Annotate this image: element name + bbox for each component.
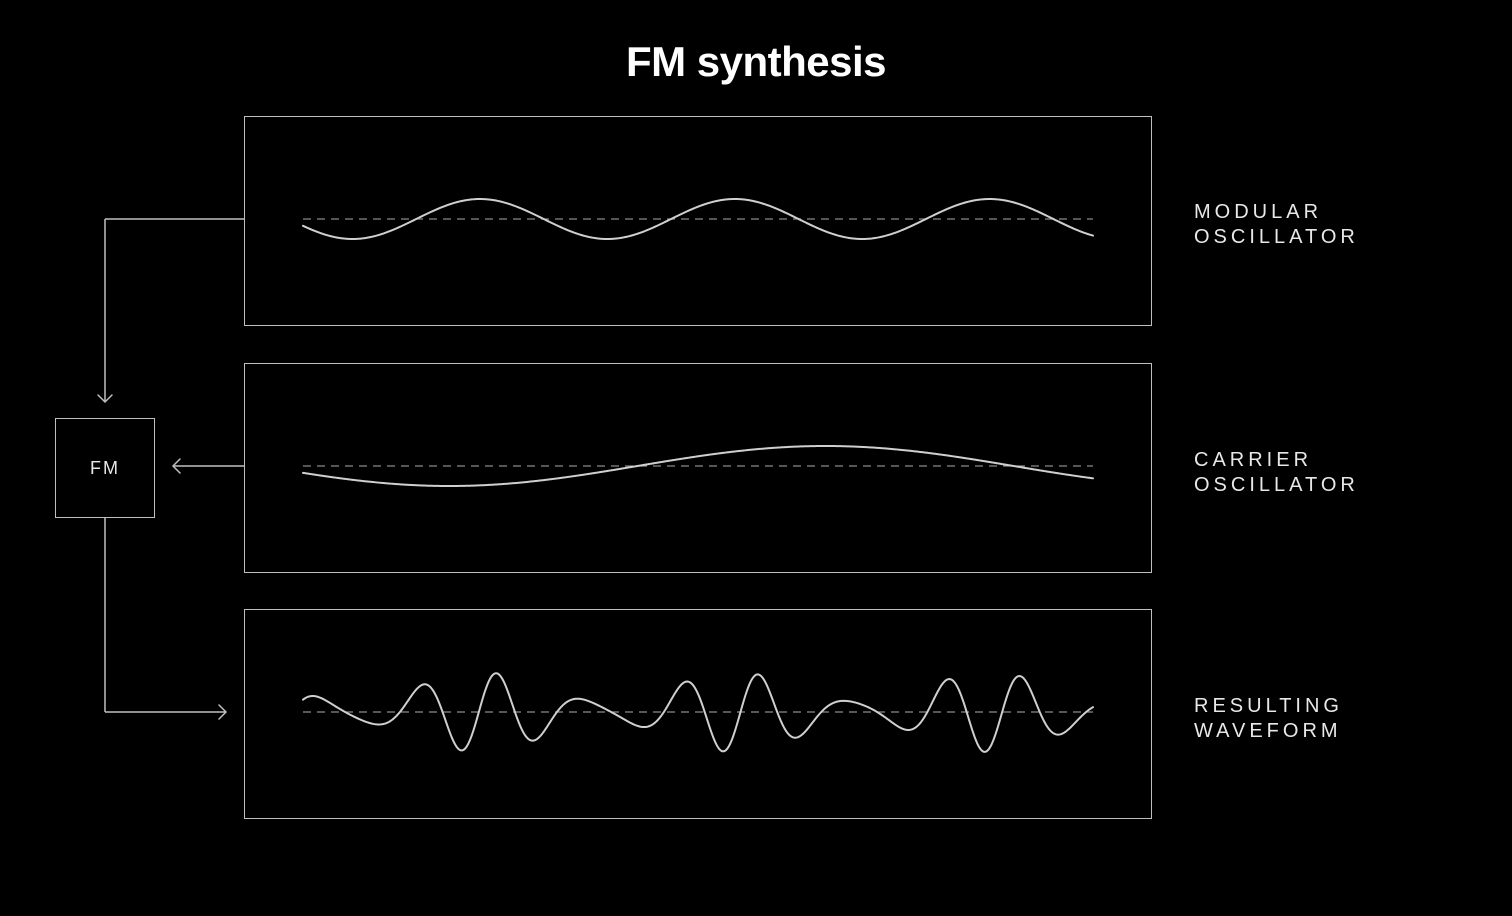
diagram-container: FM synthesis MODULAR OSCILLATOR CARRIER … xyxy=(0,0,1512,916)
waveforms-svg xyxy=(0,0,1512,916)
